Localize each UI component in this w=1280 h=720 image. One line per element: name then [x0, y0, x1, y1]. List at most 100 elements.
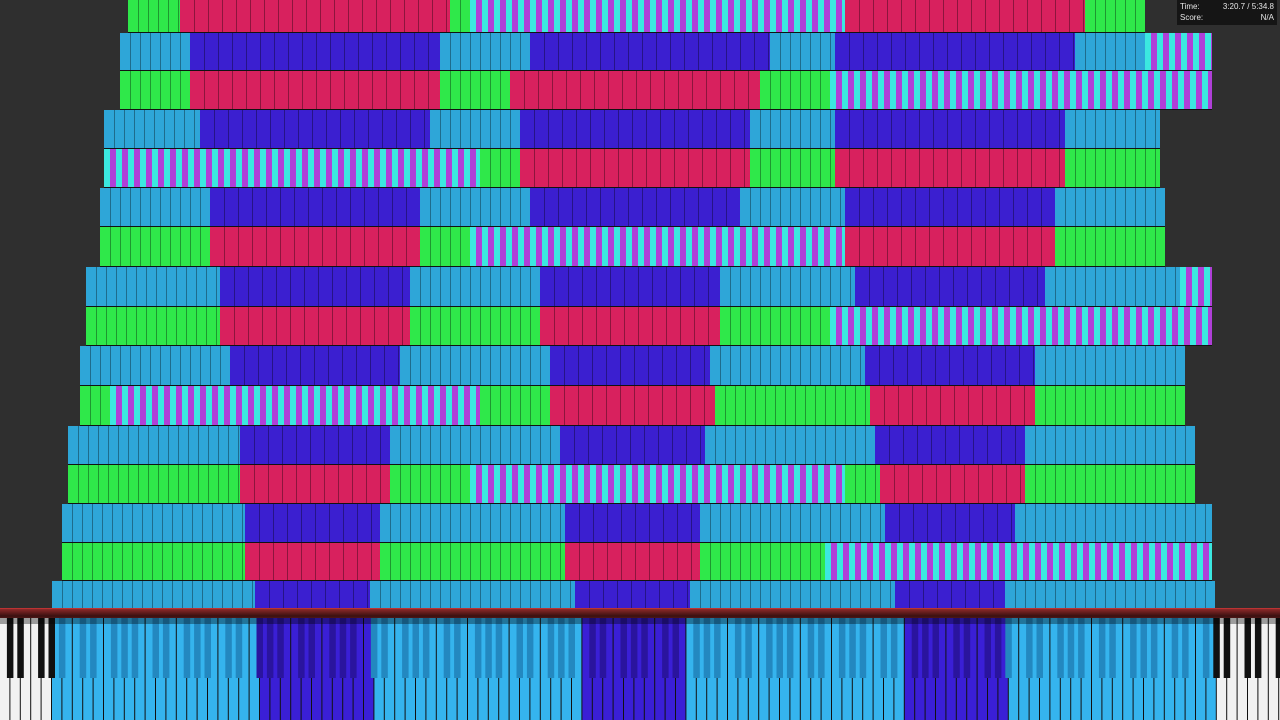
- white-key[interactable]: [1081, 618, 1091, 720]
- white-key[interactable]: [301, 618, 311, 720]
- white-key[interactable]: [218, 618, 228, 720]
- black-key[interactable]: [235, 618, 243, 678]
- piano-keys-canvas[interactable]: [0, 618, 1280, 720]
- white-key[interactable]: [1040, 618, 1050, 720]
- black-key[interactable]: [620, 618, 628, 678]
- black-key[interactable]: [1130, 618, 1137, 678]
- white-key[interactable]: [1227, 618, 1237, 720]
- white-key[interactable]: [988, 618, 998, 720]
- black-key[interactable]: [890, 618, 898, 678]
- black-key[interactable]: [734, 618, 742, 678]
- black-key[interactable]: [745, 618, 752, 678]
- white-key[interactable]: [977, 618, 987, 720]
- white-key[interactable]: [249, 618, 259, 720]
- black-key[interactable]: [183, 618, 191, 678]
- white-key[interactable]: [332, 618, 343, 720]
- white-key[interactable]: [83, 618, 93, 720]
- white-key[interactable]: [707, 618, 717, 720]
- black-key[interactable]: [703, 618, 711, 678]
- white-key[interactable]: [894, 618, 904, 720]
- black-key[interactable]: [1244, 618, 1252, 678]
- black-key[interactable]: [776, 618, 784, 678]
- black-key[interactable]: [818, 618, 825, 678]
- white-key[interactable]: [1206, 618, 1216, 720]
- white-key[interactable]: [176, 618, 187, 720]
- black-key[interactable]: [79, 618, 87, 678]
- black-key[interactable]: [152, 618, 160, 678]
- white-key[interactable]: [52, 618, 62, 720]
- black-key[interactable]: [849, 618, 856, 678]
- white-key[interactable]: [967, 618, 977, 720]
- white-key[interactable]: [0, 618, 10, 720]
- white-key[interactable]: [312, 618, 322, 720]
- white-key[interactable]: [1216, 618, 1227, 720]
- black-key[interactable]: [110, 618, 118, 678]
- black-key[interactable]: [38, 618, 45, 678]
- black-key[interactable]: [714, 618, 721, 678]
- white-key[interactable]: [686, 618, 696, 720]
- black-key[interactable]: [298, 618, 305, 678]
- black-key[interactable]: [495, 618, 503, 678]
- white-key[interactable]: [540, 618, 551, 720]
- black-key[interactable]: [589, 618, 596, 678]
- black-key[interactable]: [786, 618, 794, 678]
- black-key[interactable]: [1078, 618, 1085, 678]
- white-key[interactable]: [322, 618, 332, 720]
- black-key[interactable]: [994, 618, 1002, 678]
- black-key[interactable]: [339, 618, 347, 678]
- black-key[interactable]: [984, 618, 992, 678]
- white-key[interactable]: [717, 618, 727, 720]
- white-key[interactable]: [1060, 618, 1071, 720]
- white-key[interactable]: [551, 618, 561, 720]
- black-key[interactable]: [1067, 618, 1075, 678]
- white-key[interactable]: [1154, 618, 1164, 720]
- black-key[interactable]: [672, 618, 680, 678]
- white-key[interactable]: [644, 618, 655, 720]
- white-key[interactable]: [499, 618, 509, 720]
- black-key[interactable]: [1098, 618, 1106, 678]
- white-key[interactable]: [1133, 618, 1143, 720]
- white-key[interactable]: [166, 618, 176, 720]
- white-key[interactable]: [821, 618, 831, 720]
- black-key[interactable]: [526, 618, 534, 678]
- black-key[interactable]: [194, 618, 201, 678]
- black-key[interactable]: [547, 618, 555, 678]
- black-key[interactable]: [558, 618, 565, 678]
- white-key[interactable]: [946, 618, 956, 720]
- black-key[interactable]: [953, 618, 960, 678]
- black-key[interactable]: [599, 618, 607, 678]
- white-key[interactable]: [509, 618, 519, 720]
- black-key[interactable]: [630, 618, 638, 678]
- black-key[interactable]: [1140, 618, 1148, 678]
- white-key[interactable]: [655, 618, 665, 720]
- white-key[interactable]: [31, 618, 41, 720]
- black-key[interactable]: [932, 618, 940, 678]
- white-key[interactable]: [436, 618, 447, 720]
- white-key[interactable]: [187, 618, 197, 720]
- white-key[interactable]: [863, 618, 873, 720]
- white-key[interactable]: [561, 618, 571, 720]
- white-key[interactable]: [1196, 618, 1206, 720]
- white-key[interactable]: [353, 618, 363, 720]
- white-key[interactable]: [228, 618, 239, 720]
- white-key[interactable]: [62, 618, 72, 720]
- black-key[interactable]: [422, 618, 430, 678]
- white-key[interactable]: [93, 618, 103, 720]
- white-key[interactable]: [1258, 618, 1268, 720]
- white-key[interactable]: [738, 618, 748, 720]
- piano-keyboard[interactable]: [0, 618, 1280, 720]
- white-key[interactable]: [748, 618, 759, 720]
- black-key[interactable]: [766, 618, 773, 678]
- black-key[interactable]: [1213, 618, 1220, 678]
- white-key[interactable]: [145, 618, 155, 720]
- white-key[interactable]: [395, 618, 405, 720]
- white-key[interactable]: [998, 618, 1008, 720]
- white-key[interactable]: [603, 618, 613, 720]
- white-key[interactable]: [530, 618, 540, 720]
- white-key[interactable]: [1123, 618, 1133, 720]
- white-key[interactable]: [790, 618, 800, 720]
- black-key[interactable]: [370, 618, 378, 678]
- black-key[interactable]: [807, 618, 815, 678]
- white-key[interactable]: [873, 618, 883, 720]
- white-key[interactable]: [696, 618, 707, 720]
